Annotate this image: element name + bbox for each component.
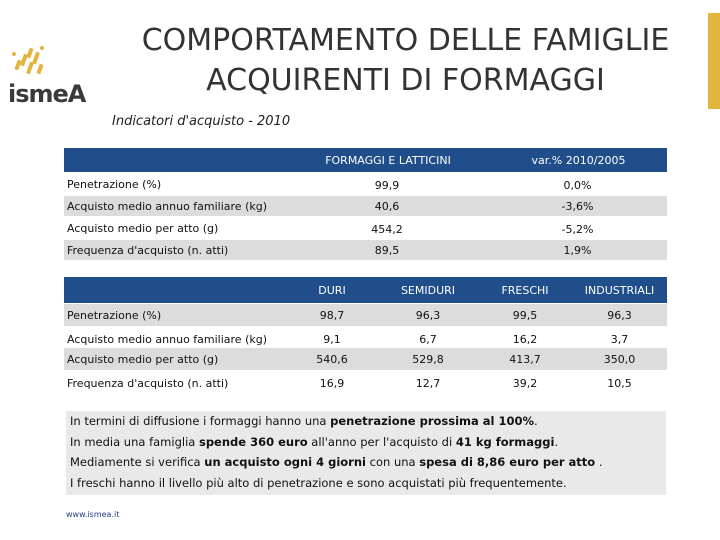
table2-cell: 3,7 bbox=[572, 329, 667, 349]
title-box: COMPORTAMENTO DELLE FAMIGLIE ACQUIRENTI … bbox=[103, 13, 720, 109]
note-text: Mediamente si verifica bbox=[70, 455, 205, 469]
table2-row-label: Penetrazione (%) bbox=[67, 309, 162, 322]
table2-header-semiduri: SEMIDURI bbox=[378, 277, 478, 303]
table2-cell: 96,3 bbox=[572, 305, 667, 325]
table1-cell: 99,9 bbox=[288, 175, 486, 195]
note-text: . bbox=[534, 414, 538, 428]
table2-cell: 16,2 bbox=[480, 329, 570, 349]
note-highlight: spende 360 euro bbox=[198, 434, 308, 449]
table2-header-duri: DURI bbox=[288, 277, 376, 303]
table1-cell: -5,2% bbox=[488, 219, 667, 239]
table1-cell: 0,0% bbox=[488, 175, 667, 195]
table2-cell: 9,1 bbox=[288, 329, 376, 349]
table1-cell: 40,6 bbox=[288, 196, 486, 216]
table2-cell: 16,9 bbox=[288, 373, 376, 393]
table2-cell: 529,8 bbox=[378, 349, 478, 369]
logo-wordmark: ismeA bbox=[8, 80, 86, 108]
footer-link[interactable]: www.ismea.it bbox=[66, 510, 120, 519]
note-line-3: Mediamente si verifica un acquisto ogni … bbox=[70, 452, 666, 473]
table2-cell: 12,7 bbox=[378, 373, 478, 393]
table2-cell: 96,3 bbox=[378, 305, 478, 325]
page-title: COMPORTAMENTO DELLE FAMIGLIE ACQUIRENTI … bbox=[103, 13, 708, 109]
table2-row-label: Frequenza d'acquisto (n. atti) bbox=[67, 377, 229, 390]
note-line-4: I freschi hanno il livello più alto di p… bbox=[70, 475, 567, 490]
table2-cell: 10,5 bbox=[572, 373, 667, 393]
note-text: . bbox=[554, 434, 559, 449]
table2-row-label: Acquisto medio per atto (g) bbox=[67, 353, 219, 366]
title-line-2: ACQUIRENTI DI FORMAGGI bbox=[206, 63, 605, 98]
table2-cell: 350,0 bbox=[572, 349, 667, 369]
note-text: In termini di diffusione i formaggi hann… bbox=[70, 414, 331, 428]
table2-cell: 98,7 bbox=[288, 305, 376, 325]
table1-header-formaggi: FORMAGGI E LATTICINI bbox=[288, 148, 488, 172]
table1-header-var: var.% 2010/2005 bbox=[490, 148, 667, 172]
table1-cell: 454,2 bbox=[288, 219, 486, 239]
table2-header-industriali: INDUSTRIALI bbox=[572, 277, 667, 303]
note-text: . bbox=[595, 455, 603, 469]
note-line-2: In media una famiglia spende 360 euro al… bbox=[70, 432, 666, 453]
subtitle: Indicatori d'acquisto - 2010 bbox=[112, 114, 291, 129]
note-text: con una bbox=[365, 455, 420, 469]
title-line-1: COMPORTAMENTO DELLE FAMIGLIE bbox=[141, 23, 670, 58]
table1-row-label: Acquisto medio annuo familiare (kg) bbox=[67, 200, 268, 213]
table2-cell: 540,6 bbox=[288, 349, 376, 369]
logo-mark-icon bbox=[12, 46, 44, 75]
table1-cell: 89,5 bbox=[288, 240, 486, 260]
table1-row-label: Penetrazione (%) bbox=[67, 178, 162, 191]
table2-cell: 6,7 bbox=[378, 329, 478, 349]
note-text: all'anno per l'acquisto di bbox=[307, 434, 456, 449]
table2-cell: 39,2 bbox=[480, 373, 570, 393]
table1-cell: 1,9% bbox=[488, 240, 667, 260]
note-highlight: 41 kg formaggi bbox=[455, 434, 555, 449]
note-line-1: In termini di diffusione i formaggi hann… bbox=[70, 411, 666, 432]
table2-row-label: Acquisto medio annuo familiare (kg) bbox=[67, 333, 268, 346]
table2-cell: 413,7 bbox=[480, 349, 570, 369]
table2-cell: 99,5 bbox=[480, 305, 570, 325]
table1-cell: -3,6% bbox=[488, 196, 667, 216]
table1-row-label: Frequenza d'acquisto (n. atti) bbox=[67, 244, 229, 257]
note-highlight: un acquisto ogni 4 giorni bbox=[204, 455, 366, 469]
note-text: In media una famiglia bbox=[70, 434, 199, 449]
note-highlight: spesa di 8,86 euro per atto bbox=[419, 455, 596, 469]
table1-row-label: Acquisto medio per atto (g) bbox=[67, 222, 219, 235]
ismea-logo: ismeA bbox=[4, 44, 102, 114]
table2-header-freschi: FRESCHI bbox=[480, 277, 570, 303]
note-highlight: penetrazione prossima al 100% bbox=[330, 414, 535, 428]
summary-note: In termini di diffusione i formaggi hann… bbox=[66, 411, 666, 495]
